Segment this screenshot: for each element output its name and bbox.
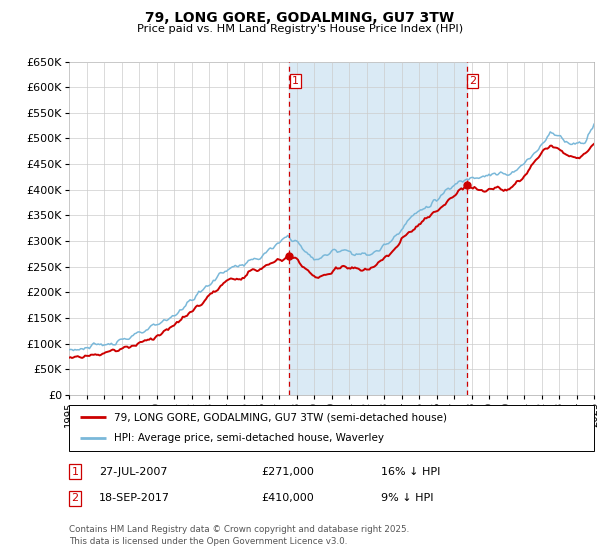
Text: 18-SEP-2017: 18-SEP-2017 bbox=[99, 493, 170, 503]
FancyBboxPatch shape bbox=[69, 405, 594, 451]
Text: 16% ↓ HPI: 16% ↓ HPI bbox=[381, 466, 440, 477]
Text: 27-JUL-2007: 27-JUL-2007 bbox=[99, 466, 167, 477]
Text: 2: 2 bbox=[71, 493, 79, 503]
Text: 79, LONG GORE, GODALMING, GU7 3TW (semi-detached house): 79, LONG GORE, GODALMING, GU7 3TW (semi-… bbox=[113, 412, 446, 422]
Text: £410,000: £410,000 bbox=[261, 493, 314, 503]
Text: £271,000: £271,000 bbox=[261, 466, 314, 477]
Text: Price paid vs. HM Land Registry's House Price Index (HPI): Price paid vs. HM Land Registry's House … bbox=[137, 24, 463, 34]
Text: 9% ↓ HPI: 9% ↓ HPI bbox=[381, 493, 433, 503]
Text: Contains HM Land Registry data © Crown copyright and database right 2025.
This d: Contains HM Land Registry data © Crown c… bbox=[69, 525, 409, 546]
Text: 79, LONG GORE, GODALMING, GU7 3TW: 79, LONG GORE, GODALMING, GU7 3TW bbox=[145, 11, 455, 25]
Text: 1: 1 bbox=[71, 466, 79, 477]
Text: HPI: Average price, semi-detached house, Waverley: HPI: Average price, semi-detached house,… bbox=[113, 433, 383, 444]
Text: 2: 2 bbox=[469, 76, 476, 86]
Text: 1: 1 bbox=[292, 76, 299, 86]
Bar bbox=[289, 62, 467, 395]
